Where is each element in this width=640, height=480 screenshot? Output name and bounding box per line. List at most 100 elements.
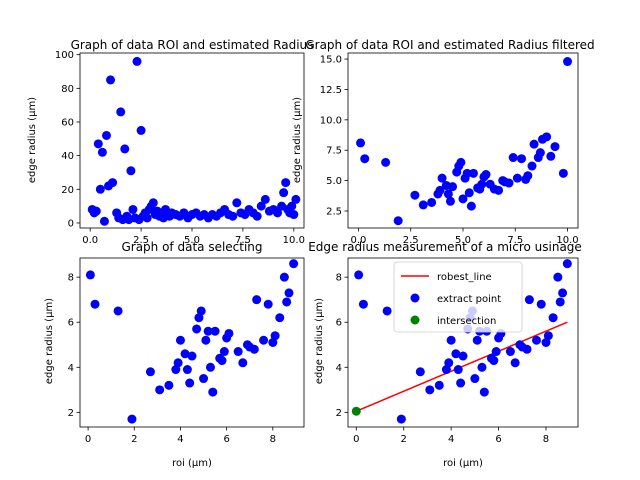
y-tick-label: 6 xyxy=(336,318,342,329)
data-point xyxy=(97,147,107,157)
data-point xyxy=(289,210,299,220)
y-tick-label: 2 xyxy=(336,408,342,419)
data-point xyxy=(562,259,572,269)
data-point xyxy=(120,144,130,154)
legend-marker-intersection xyxy=(410,315,420,325)
y-tick-label: 10.0 xyxy=(320,115,342,126)
data-point xyxy=(360,154,370,164)
axes-frame xyxy=(79,257,305,428)
y-tick-label: 5.0 xyxy=(326,176,342,187)
x-tick-label: 6 xyxy=(223,434,229,445)
y-axis-label: edge radius (µm) xyxy=(314,298,325,384)
scatter-points xyxy=(356,57,573,226)
data-point xyxy=(145,367,155,377)
data-point xyxy=(477,362,487,372)
data-point xyxy=(224,328,234,338)
axis-ticks: 0.0 2.5 5.0 7.5 10.0 0 20 40 60 80 100 xyxy=(55,50,305,246)
y-axis-label: edge radius (µm) xyxy=(27,97,38,183)
axis-ticks: 0.0 2.5 5.0 7.5 10.0 2.5 5.0 7.5 10.0 12.5 15.0 xyxy=(320,55,579,246)
x-tick-label: 2.5 xyxy=(403,235,419,246)
x-tick-label: 2 xyxy=(131,434,137,445)
x-tick-label: 2.5 xyxy=(133,235,149,246)
data-point xyxy=(543,331,553,341)
data-point xyxy=(479,387,489,397)
data-point xyxy=(203,326,213,336)
legend: robest_line extract point intersection xyxy=(393,261,523,333)
data-point xyxy=(356,138,366,148)
x-tick-label: 10.0 xyxy=(556,235,578,246)
legend-marker-extract-point xyxy=(410,293,420,303)
data-point xyxy=(425,385,435,395)
data-point xyxy=(185,378,195,388)
data-point xyxy=(445,196,455,206)
data-point xyxy=(127,414,137,424)
scatter-points xyxy=(85,259,299,424)
subplot-title: Graph of data selecting xyxy=(121,240,262,254)
data-point xyxy=(462,168,472,178)
x-tick-label: 0 xyxy=(85,434,91,445)
y-tick-label: 15.0 xyxy=(320,55,342,66)
y-tick-label: 2.5 xyxy=(326,206,342,217)
data-point xyxy=(508,153,518,163)
data-point xyxy=(268,338,278,347)
data-point xyxy=(558,288,568,298)
subplot-bottom-right: Edge radius measurement of a micro usina… xyxy=(308,240,582,469)
data-point xyxy=(228,211,238,221)
data-point xyxy=(524,295,534,305)
data-point xyxy=(182,365,192,375)
data-point xyxy=(201,335,211,345)
data-point xyxy=(456,378,466,388)
data-point xyxy=(535,148,545,158)
data-point xyxy=(558,168,568,178)
data-point xyxy=(415,367,425,377)
data-point xyxy=(208,387,218,397)
data-point xyxy=(95,184,105,194)
data-point xyxy=(523,171,533,181)
x-tick-label: 8 xyxy=(270,434,276,445)
axis-ticks: 0 2 4 6 8 2 4 6 8 xyxy=(336,273,550,445)
x-tick-label: 5.0 xyxy=(455,235,471,246)
data-point xyxy=(232,198,242,208)
data-point xyxy=(504,178,514,188)
data-point xyxy=(91,206,101,216)
y-tick-label: 8 xyxy=(68,273,74,284)
y-tick-label: 0 xyxy=(68,218,74,229)
data-point xyxy=(291,194,301,204)
data-point xyxy=(205,362,215,372)
subplot-top-left: Graph of data ROI and estimated Radius e… xyxy=(27,38,313,246)
y-axis-label: edge radius (µm) xyxy=(292,97,303,183)
data-point xyxy=(192,324,202,334)
data-point xyxy=(238,358,248,368)
data-point xyxy=(548,313,558,323)
data-point xyxy=(522,344,532,354)
data-point xyxy=(512,173,522,183)
data-point xyxy=(136,125,146,135)
data-point xyxy=(541,338,551,347)
legend-label-robest-line: robest_line xyxy=(437,272,492,283)
data-point xyxy=(437,173,447,183)
data-point xyxy=(249,344,259,354)
data-point xyxy=(517,154,527,164)
data-point xyxy=(434,380,444,390)
axes-frame xyxy=(347,257,579,428)
data-point xyxy=(252,211,262,221)
data-point xyxy=(289,259,299,269)
data-point xyxy=(210,326,220,336)
data-point xyxy=(263,299,273,309)
data-point xyxy=(219,347,229,357)
data-point xyxy=(536,299,546,309)
data-point xyxy=(93,139,103,149)
x-tick-label: 4 xyxy=(448,434,454,445)
data-point xyxy=(199,374,209,384)
y-tick-label: 80 xyxy=(61,84,74,95)
y-tick-label: 12.5 xyxy=(320,85,342,96)
data-point xyxy=(410,190,420,200)
subplot-title: Graph of data ROI and estimated Radius xyxy=(71,38,314,52)
data-point xyxy=(550,142,560,152)
data-point xyxy=(464,188,474,198)
data-point xyxy=(393,216,403,226)
data-point xyxy=(164,380,174,390)
data-point xyxy=(477,179,487,189)
data-point xyxy=(108,178,118,188)
data-point xyxy=(173,358,183,368)
